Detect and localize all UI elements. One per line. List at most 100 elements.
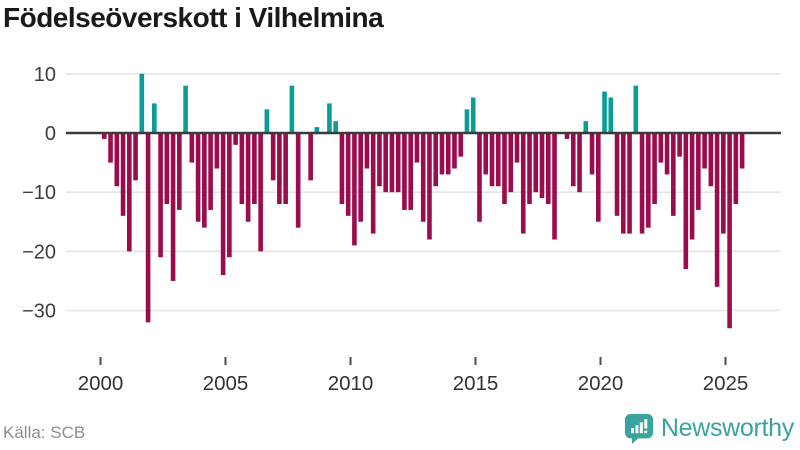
- bar-q57: [452, 133, 457, 169]
- bar-q23: [239, 133, 245, 205]
- bar-q85: [627, 133, 632, 234]
- bar-q99: [714, 133, 720, 287]
- bar-q43: [364, 133, 370, 169]
- bar-q13: [177, 133, 182, 210]
- bar-q22: [233, 133, 238, 145]
- bar-q103: [739, 133, 745, 169]
- bar-q25: [252, 133, 257, 205]
- bar-q12: [170, 133, 176, 281]
- bar-q4: [120, 133, 126, 216]
- bar-q35: [314, 127, 320, 133]
- bar-q66: [508, 133, 514, 193]
- x-tick-label: 2005: [203, 372, 249, 395]
- bar-q81: [602, 91, 607, 133]
- x-tick-label: 2025: [703, 372, 749, 395]
- y-tick-label: −10: [22, 182, 56, 204]
- bar-q14: [183, 85, 188, 133]
- bar-q7: [139, 73, 145, 133]
- bar-q20: [220, 133, 226, 276]
- bar-q39: [339, 133, 345, 205]
- bar-q18: [208, 133, 213, 210]
- bar-q88: [646, 133, 651, 228]
- bar-q75: [564, 133, 570, 139]
- bar-q38: [333, 121, 338, 133]
- bar-q54: [433, 133, 439, 187]
- source-label: Källa: SCB: [3, 423, 86, 442]
- logo-bar-small: [630, 428, 634, 434]
- bar-q11: [164, 133, 170, 205]
- bar-q3: [114, 133, 120, 187]
- bar-q97: [702, 133, 707, 169]
- bar-q65: [502, 133, 507, 205]
- bar-q49: [402, 133, 407, 210]
- bar-q42: [358, 133, 363, 222]
- bar-q96: [696, 133, 701, 210]
- bar-q76: [570, 133, 576, 187]
- y-tick-label: −30: [22, 301, 56, 323]
- logo-bar-medium: [635, 425, 639, 434]
- bar-q48: [395, 133, 401, 193]
- bar-q19: [214, 133, 220, 169]
- bar-q73: [552, 133, 557, 240]
- bar-q24: [245, 133, 251, 222]
- bar-q52: [420, 133, 426, 222]
- bar-q92: [671, 133, 676, 216]
- bar-q56: [445, 133, 451, 175]
- bar-q45: [377, 133, 382, 187]
- logo-bar-large: [639, 422, 643, 434]
- bar-q101: [727, 133, 732, 329]
- bar-q91: [664, 133, 670, 175]
- bar-q1: [102, 133, 107, 139]
- bar-q72: [545, 133, 551, 205]
- bar-q86: [633, 85, 639, 133]
- bar-q28: [270, 133, 276, 181]
- bar-q40: [345, 133, 351, 216]
- y-tick-label: 10: [34, 64, 56, 86]
- x-tick-label: 2015: [453, 372, 499, 395]
- logo-exclamation-dot: [644, 430, 648, 434]
- bar-q69: [527, 133, 532, 205]
- bar-q89: [652, 133, 657, 205]
- bar-q95: [689, 133, 695, 240]
- bar-q61: [477, 133, 482, 222]
- bar-q68: [520, 133, 526, 234]
- bar-q83: [614, 133, 620, 216]
- bar-q62: [483, 133, 489, 175]
- bar-q44: [370, 133, 376, 234]
- bar-q94: [683, 133, 689, 270]
- x-tick-label: 2010: [328, 372, 374, 395]
- newsworthy-brand: Newsworthy: [624, 413, 794, 444]
- y-tick-label: 0: [45, 123, 56, 145]
- bar-q100: [721, 133, 726, 234]
- bar-q55: [439, 133, 445, 175]
- bar-q41: [352, 133, 357, 246]
- bar-q46: [383, 133, 388, 193]
- speech-bubble-shape: [624, 413, 653, 444]
- bar-q51: [414, 133, 420, 163]
- bar-q8: [145, 133, 151, 323]
- brand-name: Newsworthy: [660, 414, 794, 442]
- bar-q84: [620, 133, 626, 234]
- bar-q71: [539, 133, 545, 199]
- bar-q59: [464, 109, 470, 133]
- bar-q64: [495, 133, 501, 187]
- bar-q90: [658, 133, 664, 163]
- bar-q10: [158, 133, 163, 258]
- bar-q16: [195, 133, 201, 222]
- bar-q30: [283, 133, 288, 205]
- x-tick-label: 2000: [78, 372, 124, 395]
- bar-q58: [458, 133, 464, 157]
- bar-q50: [408, 133, 413, 210]
- bar-q98: [708, 133, 714, 187]
- bar-q78: [583, 121, 589, 133]
- bar-q21: [227, 133, 232, 258]
- bar-q31: [289, 85, 295, 133]
- bar-q6: [133, 133, 138, 181]
- bar-q79: [589, 133, 595, 175]
- bar-q80: [595, 133, 601, 222]
- bar-q27: [264, 109, 270, 133]
- bar-q34: [308, 133, 313, 181]
- bar-q93: [677, 133, 682, 157]
